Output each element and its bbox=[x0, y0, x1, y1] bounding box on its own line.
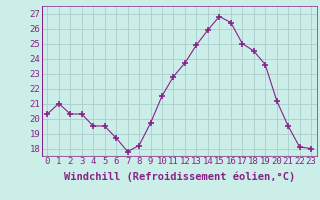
X-axis label: Windchill (Refroidissement éolien,°C): Windchill (Refroidissement éolien,°C) bbox=[64, 172, 295, 182]
